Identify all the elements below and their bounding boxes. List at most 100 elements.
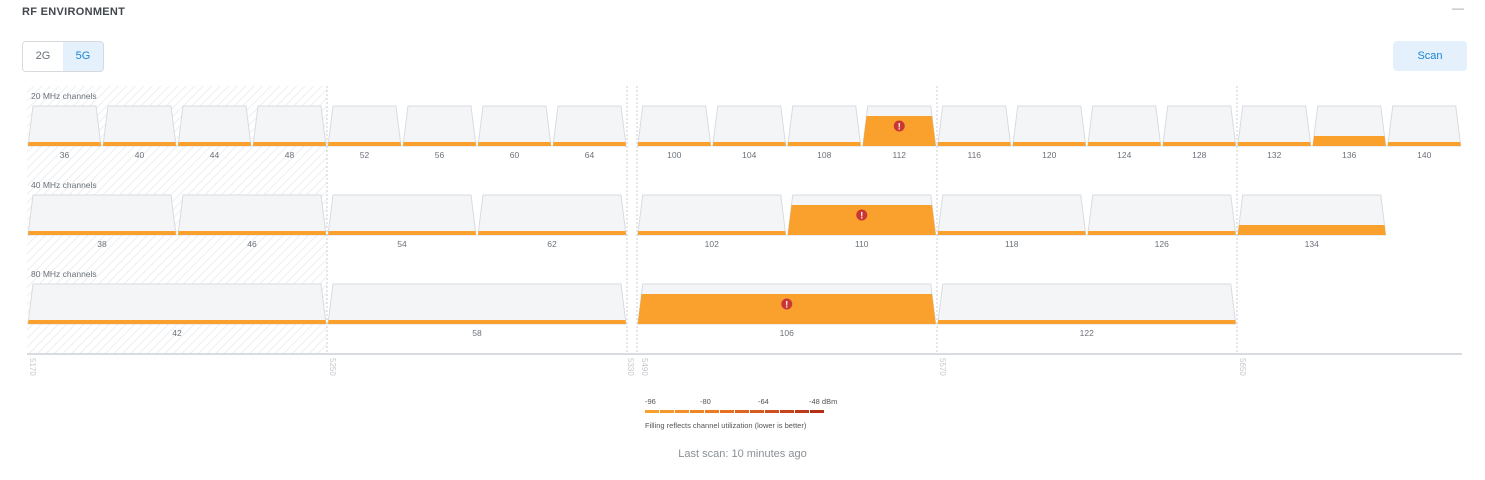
channel-slot: [787, 105, 862, 147]
channel-slot: [327, 194, 477, 236]
frequency-tick-label: 5170: [28, 358, 37, 376]
channel-utilization-fill: [937, 320, 1236, 324]
channel-slot: [937, 194, 1087, 236]
legend-swatch: [720, 410, 734, 413]
legend-swatch: [660, 410, 674, 413]
channel-utilization-fill: [937, 231, 1086, 235]
channel-slot: [27, 283, 327, 325]
channel-utilization-fill: [178, 231, 326, 235]
channel-slot: [177, 194, 327, 236]
channel-slot: [327, 283, 627, 325]
band-5g-button[interactable]: 5G: [63, 42, 103, 71]
channel-utilization-fill: [253, 142, 326, 146]
channel-utilization-fill: [103, 142, 176, 146]
legend-swatch: [675, 410, 689, 413]
band-2g-button[interactable]: 2G: [23, 42, 63, 71]
channel-number: 100: [667, 150, 681, 160]
channel-number: 44: [210, 150, 220, 160]
channel-utilization-fill: [328, 231, 476, 235]
row-label: 40 MHz channels: [31, 180, 97, 190]
channel-number: 118: [1005, 239, 1019, 249]
channel-utilization-fill: [28, 231, 176, 235]
channel-number: 110: [855, 239, 869, 249]
channel-number: 132: [1267, 150, 1281, 160]
alert-icon-glyph: !: [785, 300, 788, 310]
channel-slot: [327, 105, 402, 147]
row-label: 20 MHz channels: [31, 91, 97, 101]
channel-utilization-fill: [328, 320, 626, 324]
channel-number: 140: [1417, 150, 1431, 160]
minus-icon[interactable]: —: [1452, 1, 1464, 15]
channel-number: 106: [780, 328, 794, 338]
channel-slot: [1012, 105, 1087, 147]
channel-utilization-fill: [328, 142, 401, 146]
channel-slot: [27, 105, 102, 147]
channel-slot: [937, 105, 1012, 147]
channel-slot: [1087, 194, 1237, 236]
channel-utilization-fill: [1162, 142, 1236, 146]
legend-swatch: [735, 410, 749, 413]
channel-utilization-fill: [1087, 231, 1236, 235]
channel-utilization-fill: [1237, 142, 1311, 146]
channel-slot: [637, 105, 712, 147]
frequency-tick-label: 5570: [938, 358, 947, 376]
channel-slot: [477, 194, 627, 236]
legend-label: -64: [758, 397, 769, 406]
utilization-legend: -96 -80 -64 -48 dBm Filling reflects cha…: [645, 397, 865, 430]
legend-label: -96: [645, 397, 656, 406]
alert-icon-glyph: !: [898, 122, 901, 132]
legend-swatch: [750, 410, 764, 413]
channel-number: 42: [172, 328, 182, 338]
channel-number: 102: [705, 239, 719, 249]
channel-slot: [1387, 105, 1462, 147]
channel-number: 56: [435, 150, 445, 160]
channel-slot: [1087, 105, 1162, 147]
legend-swatch: [690, 410, 704, 413]
channel-utilization-fill: [637, 231, 786, 235]
channel-slot: [1237, 105, 1312, 147]
alert-icon-glyph: !: [860, 211, 863, 221]
channel-number: 54: [397, 239, 407, 249]
channel-number: 126: [1155, 239, 1169, 249]
legend-note: Filling reflects channel utilization (lo…: [645, 421, 807, 430]
channel-slot: [1162, 105, 1237, 147]
channel-utilization-fill: [28, 142, 101, 146]
channel-slot: [937, 283, 1237, 325]
frequency-tick-label: 5490: [640, 358, 649, 376]
channel-utilization-fill: [553, 142, 626, 146]
channel-number: 136: [1342, 150, 1356, 160]
channel-slot: [252, 105, 327, 147]
last-scan-status: Last scan: 10 minutes ago: [678, 448, 807, 460]
channel-number: 124: [1117, 150, 1131, 160]
channel-utilization-fill: [1387, 142, 1461, 146]
channel-slot: [402, 105, 477, 147]
channel-number: 48: [285, 150, 295, 160]
frequency-tick-label: 5650: [1238, 358, 1247, 376]
channel-utilization-fill: [787, 142, 861, 146]
channel-slot: [102, 105, 177, 147]
channel-utilization-fill: [637, 142, 711, 146]
row-label: 80 MHz channels: [31, 269, 97, 279]
legend-swatch: [705, 410, 719, 413]
channel-number: 52: [360, 150, 370, 160]
scan-button[interactable]: Scan: [1393, 41, 1467, 71]
legend-swatch: [810, 410, 824, 413]
legend-label: -48 dBm: [809, 397, 838, 406]
channel-utilization-fill: [1237, 225, 1386, 235]
alert-icon: [856, 209, 868, 221]
channel-number: 62: [547, 239, 557, 249]
channel-utilization-fill: [1012, 142, 1086, 146]
band-toggle: 2G 5G: [22, 41, 104, 72]
channel-slot: [477, 105, 552, 147]
legend-swatch: [645, 410, 659, 413]
channel-number: 128: [1192, 150, 1206, 160]
channel-number: 122: [1080, 328, 1094, 338]
alert-icon: [893, 120, 905, 132]
channel-number: 46: [247, 239, 257, 249]
legend-swatch: [765, 410, 779, 413]
channel-slot: [637, 194, 787, 236]
channel-number: 58: [472, 328, 482, 338]
channel-utilization-fill: [1312, 136, 1386, 146]
legend-gradient-bar: [645, 410, 865, 413]
legend-label: -80: [700, 397, 711, 406]
